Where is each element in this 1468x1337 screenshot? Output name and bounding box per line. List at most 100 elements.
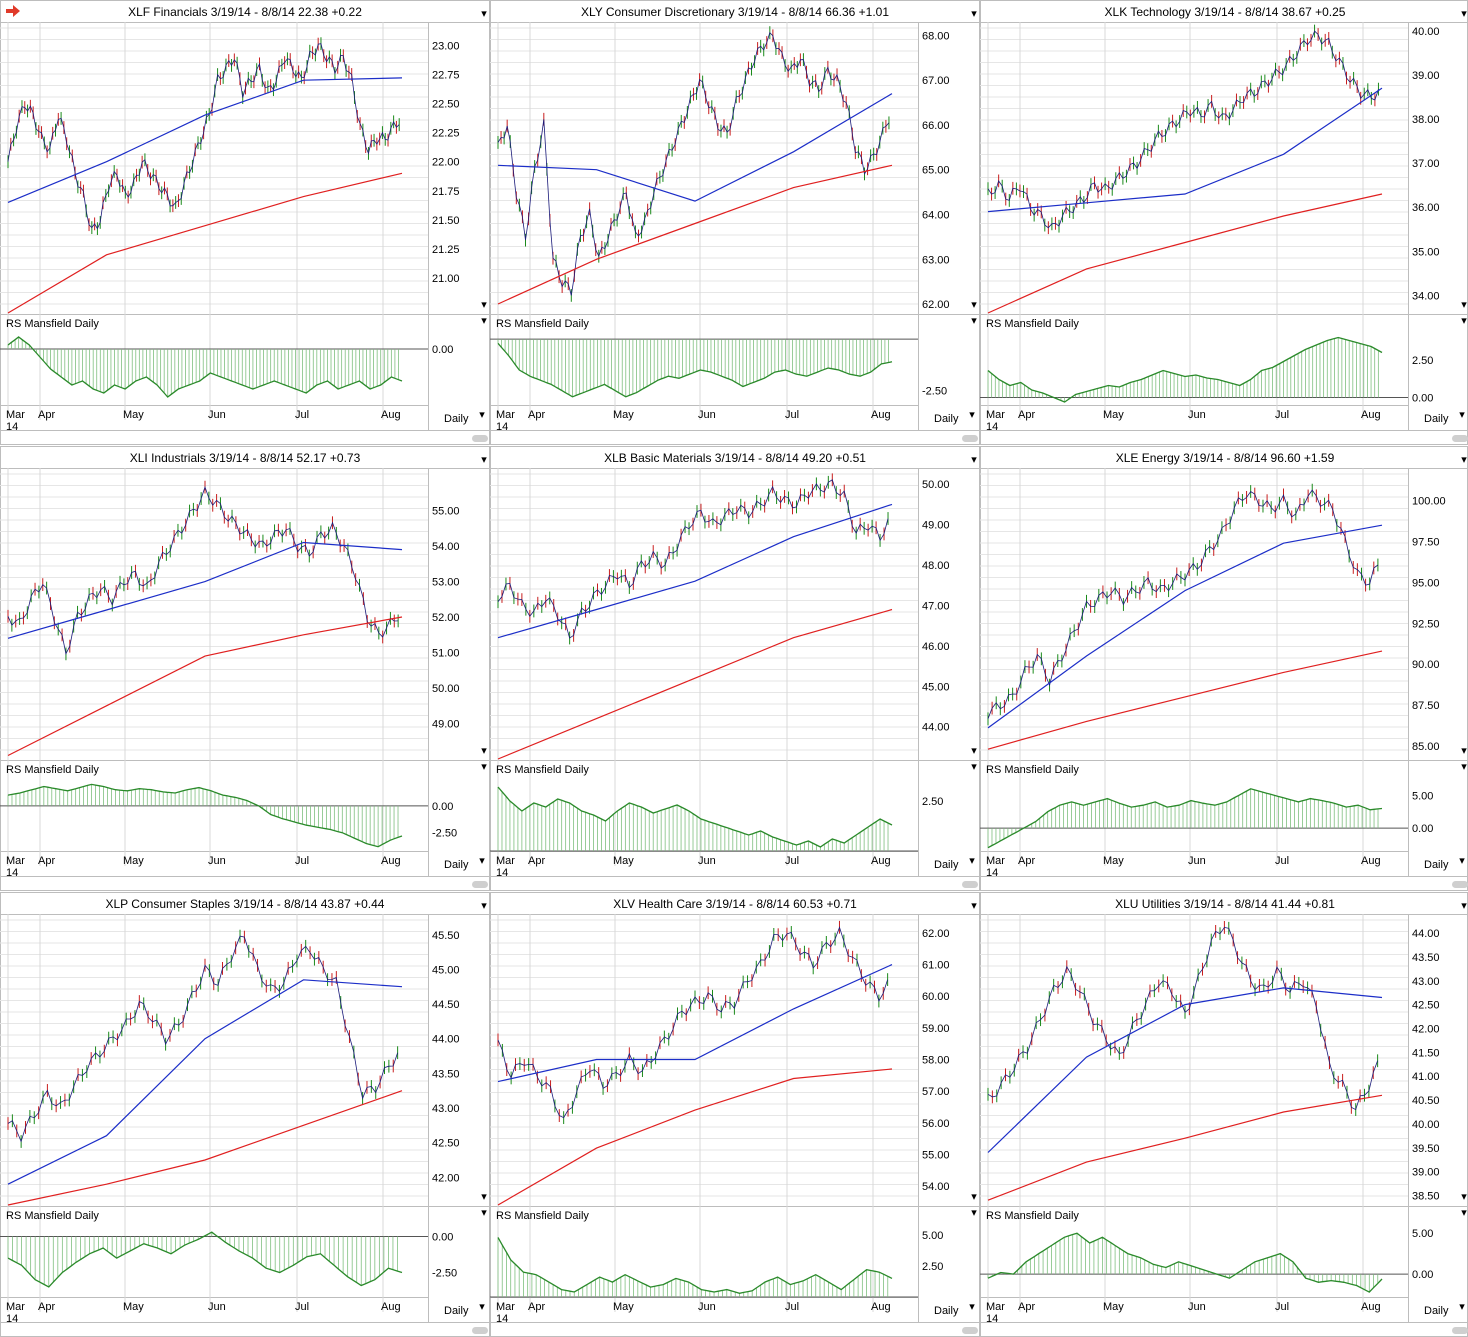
price-tick-label: 41.50 bbox=[1412, 1047, 1440, 1059]
scroll-thumb[interactable] bbox=[472, 1327, 488, 1334]
price-tick-label: 61.00 bbox=[922, 960, 950, 972]
chart-menu-chevron-icon[interactable]: ▾ bbox=[971, 454, 977, 466]
chart-panel-xlf[interactable]: XLF Financials 3/19/14 - 8/8/14 22.38 +0… bbox=[0, 0, 490, 445]
scroll-thumb[interactable] bbox=[472, 881, 488, 888]
interval-chevron-icon[interactable]: ▾ bbox=[1459, 409, 1465, 421]
chart-panel-xlb[interactable]: XLB Basic Materials 3/19/14 - 8/8/14 49.… bbox=[490, 446, 980, 891]
indicator-chevron-icon[interactable]: ▾ bbox=[971, 1207, 977, 1219]
scroll-thumb[interactable] bbox=[962, 881, 978, 888]
interval-chevron-icon[interactable]: ▾ bbox=[479, 1301, 485, 1313]
chart-menu-chevron-icon[interactable]: ▾ bbox=[1461, 900, 1467, 912]
interval-label[interactable]: Daily bbox=[934, 413, 959, 425]
red-arrow-icon[interactable] bbox=[6, 5, 20, 17]
price-pane-chevron-icon[interactable]: ▾ bbox=[971, 745, 977, 757]
month-label: Mar bbox=[986, 855, 1005, 867]
scroll-thumb[interactable] bbox=[962, 1327, 978, 1334]
chart-panel-xle[interactable]: XLE Energy 3/19/14 - 8/8/14 96.60 +1.59 ▾… bbox=[980, 446, 1468, 891]
chart-panel-xly[interactable]: XLY Consumer Discretionary 3/19/14 - 8/8… bbox=[490, 0, 980, 445]
rs-line bbox=[987, 788, 1383, 849]
indicator-chevron-icon[interactable]: ▾ bbox=[481, 761, 487, 773]
interval-label[interactable]: Daily bbox=[1424, 1305, 1449, 1317]
indicator-chevron-icon[interactable]: ▾ bbox=[481, 1207, 487, 1219]
price-tick-label: 43.50 bbox=[432, 1068, 460, 1080]
price-pane-chevron-icon[interactable]: ▾ bbox=[1461, 299, 1467, 311]
chart-title: XLB Basic Materials 3/19/14 - 8/8/14 49.… bbox=[604, 451, 866, 465]
indicator-chevron-icon[interactable]: ▾ bbox=[971, 761, 977, 773]
year-label: 14 bbox=[986, 1313, 998, 1325]
interval-chevron-icon[interactable]: ▾ bbox=[1459, 855, 1465, 867]
scroll-thumb[interactable] bbox=[1452, 435, 1468, 442]
month-label: May bbox=[1103, 1301, 1124, 1313]
interval-label[interactable]: Daily bbox=[1424, 859, 1449, 871]
price-pane-chevron-icon[interactable]: ▾ bbox=[481, 1191, 487, 1203]
indicator-chevron-icon[interactable]: ▾ bbox=[481, 315, 487, 327]
price-tick-label: 68.00 bbox=[922, 30, 950, 42]
panel-border bbox=[0, 0, 490, 445]
price-close-line bbox=[497, 31, 890, 296]
interval-chevron-icon[interactable]: ▾ bbox=[969, 409, 975, 421]
scroll-thumb[interactable] bbox=[1452, 1327, 1468, 1334]
price-pane-chevron-icon[interactable]: ▾ bbox=[971, 299, 977, 311]
interval-chevron-icon[interactable]: ▾ bbox=[969, 855, 975, 867]
indicator-chevron-icon[interactable]: ▾ bbox=[1461, 1207, 1467, 1219]
price-pane-chevron-icon[interactable]: ▾ bbox=[481, 745, 487, 757]
price-pane-chevron-icon[interactable]: ▾ bbox=[1461, 745, 1467, 757]
chart-panel-xlp[interactable]: XLP Consumer Staples 3/19/14 - 8/8/14 43… bbox=[0, 892, 490, 1337]
price-tick-label: 42.00 bbox=[1412, 1023, 1440, 1035]
year-label: 14 bbox=[6, 1313, 18, 1325]
indicator-chevron-icon[interactable]: ▾ bbox=[971, 315, 977, 327]
chart-title: XLF Financials 3/19/14 - 8/8/14 22.38 +0… bbox=[128, 5, 362, 19]
chart-menu-chevron-icon[interactable]: ▾ bbox=[971, 900, 977, 912]
chart-title: XLV Health Care 3/19/14 - 8/8/14 60.53 +… bbox=[613, 897, 857, 911]
price-tick-label: 85.00 bbox=[1412, 741, 1440, 753]
chart-menu-chevron-icon[interactable]: ▾ bbox=[481, 900, 487, 912]
price-tick-label: 43.00 bbox=[1412, 976, 1440, 988]
month-label: Apr bbox=[38, 855, 55, 867]
scroll-thumb[interactable] bbox=[1452, 881, 1468, 888]
chart-menu-chevron-icon[interactable]: ▾ bbox=[1461, 8, 1467, 20]
chart-panel-xli[interactable]: XLI Industrials 3/19/14 - 8/8/14 52.17 +… bbox=[0, 446, 490, 891]
interval-label[interactable]: Daily bbox=[934, 859, 959, 871]
interval-label[interactable]: Daily bbox=[934, 1305, 959, 1317]
interval-label[interactable]: Daily bbox=[444, 413, 469, 425]
indicator-label: RS Mansfield Daily bbox=[496, 1210, 589, 1222]
interval-chevron-icon[interactable]: ▾ bbox=[479, 409, 485, 421]
month-label: Mar bbox=[986, 409, 1005, 421]
price-pane-chevron-icon[interactable]: ▾ bbox=[971, 1191, 977, 1203]
price-tick-label: 21.25 bbox=[432, 244, 460, 256]
month-label: Jun bbox=[698, 409, 716, 421]
chart-menu-chevron-icon[interactable]: ▾ bbox=[481, 454, 487, 466]
price-close-line bbox=[987, 489, 1379, 719]
panel-border bbox=[0, 446, 490, 891]
chart-menu-chevron-icon[interactable]: ▾ bbox=[971, 8, 977, 20]
chart-panel-xlk[interactable]: XLK Technology 3/19/14 - 8/8/14 38.67 +0… bbox=[980, 0, 1468, 445]
moving-average-50-line bbox=[497, 93, 893, 202]
price-pane-chevron-icon[interactable]: ▾ bbox=[1461, 1191, 1467, 1203]
chart-panel-xlv[interactable]: XLV Health Care 3/19/14 - 8/8/14 60.53 +… bbox=[490, 892, 980, 1337]
scroll-thumb[interactable] bbox=[472, 435, 488, 442]
chart-svg: XLF Financials 3/19/14 - 8/8/14 22.38 +0… bbox=[0, 0, 490, 445]
price-tick-label: 45.00 bbox=[922, 681, 950, 693]
chart-title-text: XLU Utilities 3/19/14 - 8/8/14 41.44 +0.… bbox=[1115, 897, 1335, 911]
price-tick-label: 38.50 bbox=[1412, 1190, 1440, 1202]
chart-panel-xlu[interactable]: XLU Utilities 3/19/14 - 8/8/14 41.44 +0.… bbox=[980, 892, 1468, 1337]
chart-menu-chevron-icon[interactable]: ▾ bbox=[1461, 454, 1467, 466]
price-tick-label: 36.00 bbox=[1412, 202, 1440, 214]
scroll-thumb[interactable] bbox=[962, 435, 978, 442]
interval-label[interactable]: Daily bbox=[1424, 413, 1449, 425]
interval-chevron-icon[interactable]: ▾ bbox=[1459, 1301, 1465, 1313]
price-tick-label: 40.50 bbox=[1412, 1095, 1440, 1107]
price-tick-label: 39.50 bbox=[1412, 1143, 1440, 1155]
year-label: 14 bbox=[496, 421, 508, 433]
indicator-chevron-icon[interactable]: ▾ bbox=[1461, 761, 1467, 773]
moving-average-50-line bbox=[987, 524, 1383, 729]
price-pane-chevron-icon[interactable]: ▾ bbox=[481, 299, 487, 311]
interval-label[interactable]: Daily bbox=[444, 859, 469, 871]
chart-menu-chevron-icon[interactable]: ▾ bbox=[481, 8, 487, 20]
indicator-chevron-icon[interactable]: ▾ bbox=[1461, 315, 1467, 327]
month-label: Mar bbox=[6, 855, 25, 867]
interval-label[interactable]: Daily bbox=[444, 1305, 469, 1317]
interval-chevron-icon[interactable]: ▾ bbox=[969, 1301, 975, 1313]
price-tick-label: 63.00 bbox=[922, 254, 950, 266]
interval-chevron-icon[interactable]: ▾ bbox=[479, 855, 485, 867]
